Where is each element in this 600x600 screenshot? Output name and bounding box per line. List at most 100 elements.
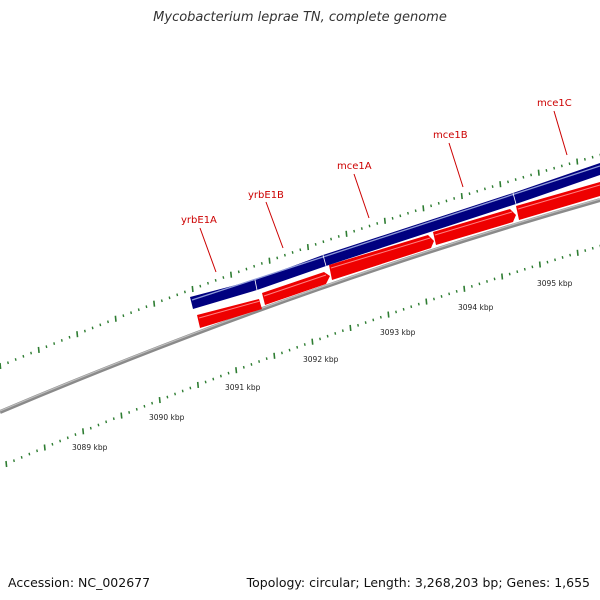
upper-minor-tick <box>483 187 486 191</box>
lower-minor-tick <box>204 380 207 384</box>
gene-yrbE1B-feature[interactable] <box>255 255 326 290</box>
upper-minor-tick <box>283 253 286 257</box>
upper-minor-tick <box>337 234 340 238</box>
lower-major-tick <box>538 261 542 268</box>
scale-label-3090: 3090 kbp <box>149 413 185 422</box>
lower-major-tick <box>196 381 200 389</box>
lower-minor-tick <box>181 389 184 393</box>
upper-minor-tick <box>237 270 240 274</box>
lower-minor-tick <box>319 337 322 341</box>
lower-major-tick <box>576 249 579 256</box>
lower-minor-tick <box>486 279 488 283</box>
lower-minor-tick <box>561 256 564 259</box>
upper-minor-tick <box>207 281 209 285</box>
upper-minor-tick <box>137 308 140 312</box>
upper-minor-tick <box>83 329 86 333</box>
upper-major-tick <box>0 362 2 370</box>
lower-minor-tick <box>334 332 337 335</box>
gene-arrow-2[interactable] <box>262 272 330 305</box>
lower-minor-tick <box>20 455 23 459</box>
gene-arrow-1[interactable] <box>197 299 262 328</box>
upper-minor-tick <box>376 221 379 225</box>
upper-minor-tick <box>560 164 563 168</box>
lower-minor-tick <box>28 452 31 456</box>
lower-minor-tick <box>554 258 557 262</box>
gene-arrow-3[interactable] <box>329 235 434 280</box>
genome-summary-text: Topology: circular; Length: 3,268,203 bp… <box>246 575 590 590</box>
upper-minor-tick <box>553 166 556 170</box>
leader-yrbE1B <box>265 201 284 249</box>
upper-minor-tick <box>430 204 433 208</box>
lower-minor-tick <box>97 423 100 427</box>
upper-minor-tick <box>437 201 440 205</box>
lower-major-tick <box>120 412 123 419</box>
lower-minor-tick <box>143 404 146 408</box>
lower-minor-tick <box>478 282 481 286</box>
lower-minor-tick <box>448 292 451 296</box>
upper-major-tick <box>499 181 502 188</box>
lower-minor-tick <box>508 272 511 276</box>
upper-minor-tick <box>183 290 186 294</box>
leader-mce1B <box>448 142 464 188</box>
scale-label-3089: 3089 kbp <box>72 443 108 452</box>
scale-label-3091: 3091 kbp <box>225 383 261 392</box>
lower-minor-tick <box>212 377 215 381</box>
lower-minor-tick <box>219 374 222 378</box>
lower-major-tick <box>158 397 161 404</box>
lower-minor-tick <box>455 289 458 293</box>
lower-minor-tick <box>242 365 245 369</box>
upper-minor-tick <box>130 311 133 315</box>
lower-minor-tick <box>303 343 306 346</box>
lower-minor-tick <box>135 407 138 411</box>
lower-minor-tick <box>51 442 54 446</box>
lower-major-tick <box>311 338 314 345</box>
upper-minor-tick <box>260 262 263 265</box>
upper-minor-tick <box>530 173 533 177</box>
lower-minor-tick <box>227 371 230 375</box>
lower-minor-tick <box>151 401 154 405</box>
lower-minor-tick <box>13 459 15 463</box>
lower-minor-tick <box>569 253 572 257</box>
upper-minor-tick <box>14 358 17 361</box>
lower-minor-tick <box>174 392 177 396</box>
upper-minor-tick <box>453 197 456 200</box>
lower-major-tick <box>235 367 238 374</box>
lower-minor-tick <box>265 357 268 361</box>
lower-minor-tick <box>372 318 375 322</box>
upper-minor-tick <box>360 227 363 230</box>
lower-minor-tick <box>258 360 261 363</box>
upper-minor-tick <box>368 224 371 228</box>
lower-minor-tick <box>189 386 192 390</box>
lower-minor-tick <box>584 249 587 252</box>
lower-minor-tick <box>89 426 92 430</box>
upper-major-tick <box>191 285 194 293</box>
gene-mce1A-feature[interactable] <box>323 193 516 266</box>
upper-minor-tick <box>583 157 586 161</box>
lower-minor-tick <box>59 439 62 443</box>
upper-minor-tick <box>522 175 525 179</box>
leader-mce1A <box>353 173 370 219</box>
upper-major-tick <box>153 300 156 307</box>
upper-major-tick <box>268 257 271 264</box>
lower-major-tick <box>463 285 466 292</box>
lower-minor-tick <box>402 307 405 311</box>
upper-minor-tick <box>291 251 294 254</box>
reverse-gene-band <box>197 182 600 328</box>
gene-arrow-4[interactable] <box>433 209 516 245</box>
upper-major-tick <box>422 205 425 212</box>
lower-minor-tick <box>74 433 77 436</box>
lower-minor-tick <box>128 411 131 414</box>
upper-tick-ring <box>0 153 600 370</box>
accession-text: Accession: NC_002677 <box>8 575 151 590</box>
lower-minor-tick <box>516 270 519 274</box>
gene-yrbE1A-feature[interactable] <box>190 280 257 309</box>
lower-minor-tick <box>105 420 108 424</box>
upper-minor-tick <box>414 209 417 213</box>
gene-label-mce1B: mce1B <box>433 130 468 141</box>
lower-minor-tick <box>280 351 283 355</box>
upper-minor-tick <box>299 248 302 252</box>
upper-minor-tick <box>507 180 509 184</box>
upper-minor-tick <box>514 178 517 181</box>
gene-label-yrbE1A: yrbE1A <box>181 215 217 226</box>
lower-minor-tick <box>166 395 169 399</box>
